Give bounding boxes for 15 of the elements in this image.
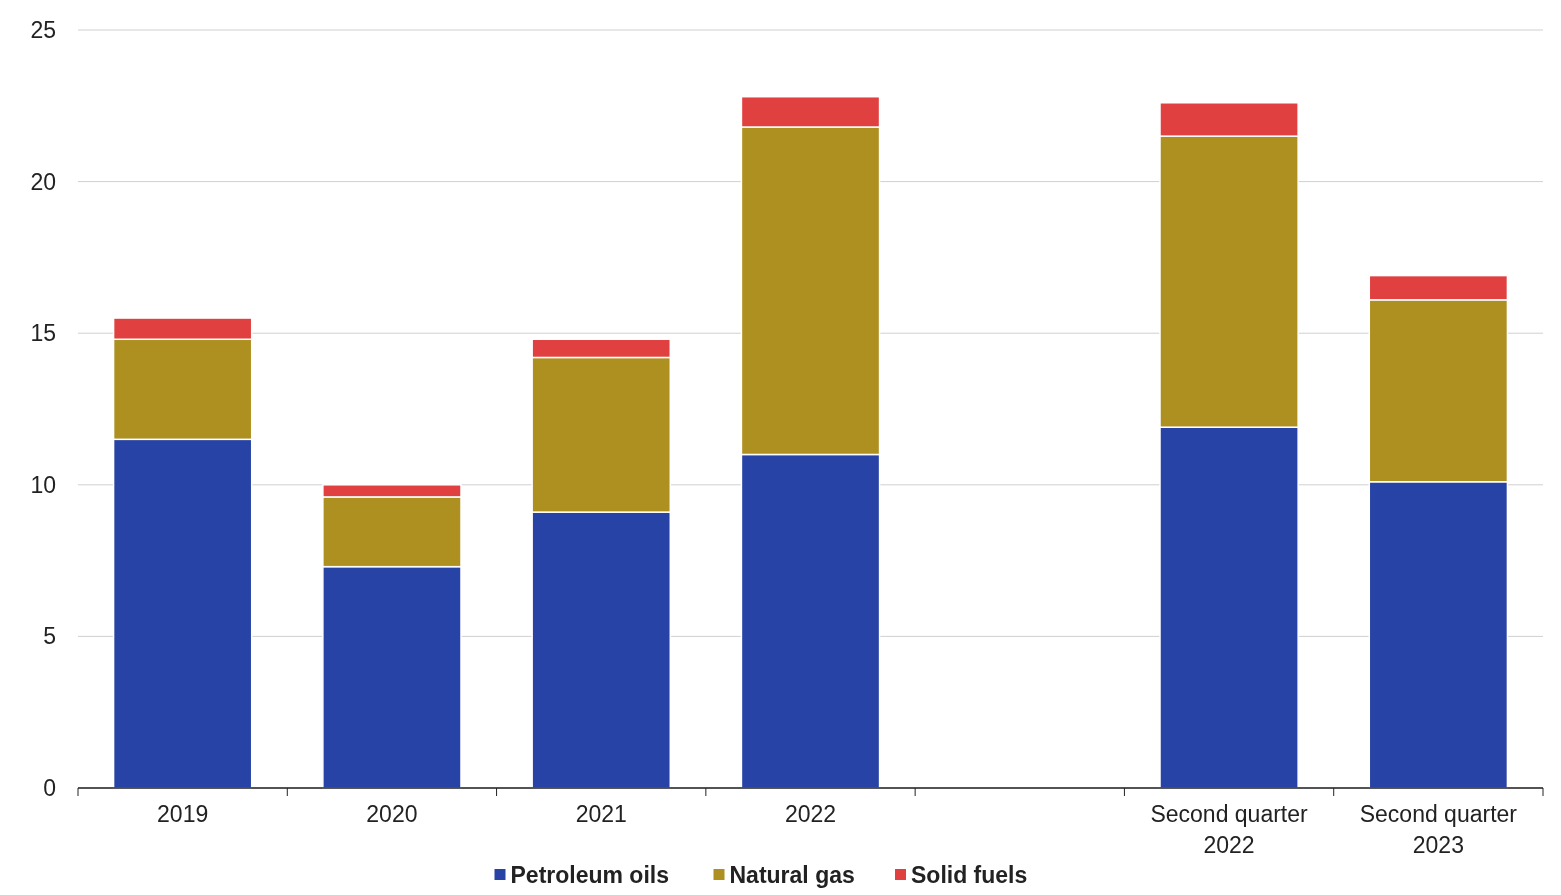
y-tick-label: 20 (30, 168, 56, 195)
x-tick-label: 2020 (366, 801, 418, 827)
x-tick-label: 2019 (157, 801, 209, 827)
y-tick-label: 25 (30, 17, 56, 44)
x-tick-label: Second quarter 2023 (1359, 801, 1518, 858)
legend-label: Petroleum oils (510, 862, 669, 888)
x-tick-label: 2022 (784, 801, 837, 827)
y-tick-label: 10 (30, 471, 56, 498)
y-tick-label: 15 (30, 320, 56, 347)
x-tick-label: 2021 (575, 801, 627, 827)
y-tick-label: 5 (43, 623, 56, 650)
y-tick-label: 0 (43, 775, 56, 802)
legend-label: Natural gas (729, 862, 855, 888)
legend-label: Solid fuels (911, 862, 1028, 888)
x-tick-label: Second quarter 2022 (1150, 801, 1309, 858)
